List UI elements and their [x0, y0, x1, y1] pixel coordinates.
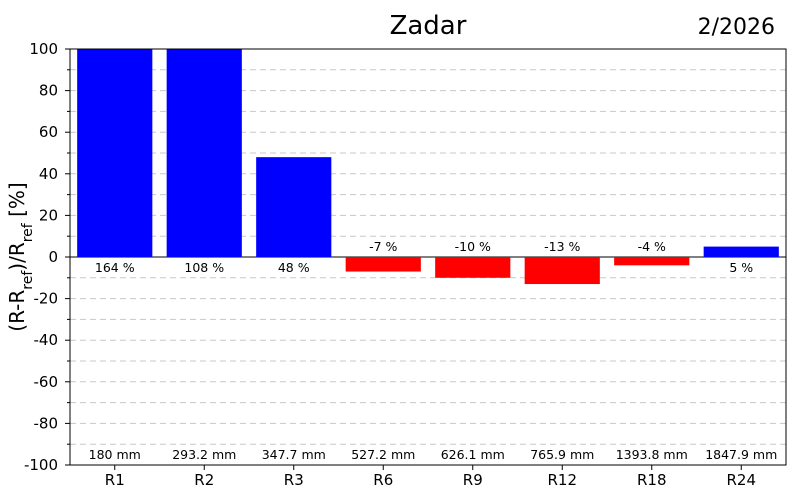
y-tick-label: -80	[34, 414, 59, 432]
y-tick-label: -100	[24, 456, 58, 474]
precip-label: 347.7 mm	[262, 447, 326, 462]
y-tick-label: 100	[29, 40, 58, 58]
value-label: 108 %	[184, 260, 224, 275]
x-tick-label-r12: R12	[547, 471, 577, 489]
value-label: 5 %	[729, 260, 753, 275]
bar-r18	[614, 257, 690, 266]
precip-label: 180 mm	[89, 447, 141, 462]
value-label: -13 %	[544, 239, 580, 254]
precip-label: 293.2 mm	[172, 447, 236, 462]
x-tick-label-r6: R6	[373, 471, 393, 489]
x-tick-label-r24: R24	[726, 471, 756, 489]
precip-label: 1393.8 mm	[616, 447, 688, 462]
value-label: -7 %	[369, 239, 397, 254]
y-tick-label: 60	[39, 123, 58, 141]
precip-label: 765.9 mm	[530, 447, 594, 462]
x-tick-label-r3: R3	[284, 471, 304, 489]
x-tick-label-r18: R18	[637, 471, 667, 489]
value-label: 164 %	[95, 260, 135, 275]
bar-r6	[345, 257, 421, 272]
value-label: -10 %	[455, 239, 491, 254]
y-tick-label: -20	[34, 290, 59, 308]
bar-r9	[435, 257, 511, 278]
y-tick-label: -60	[34, 373, 59, 391]
x-tick-label-r9: R9	[463, 471, 483, 489]
y-tick-label: 0	[48, 248, 58, 266]
bar-r24	[703, 246, 779, 257]
value-label: 48 %	[278, 260, 310, 275]
y-axis-ticks: 100 80 60 40 20 0 -20 -40 -60 -80 -100	[24, 40, 70, 474]
chart-title: Zadar	[390, 11, 467, 41]
y-tick-label: -40	[34, 331, 59, 349]
x-tick-label-r2: R2	[194, 471, 214, 489]
bar-r2	[166, 49, 242, 257]
y-axis-label: (R-Rref)/Rref [%]	[5, 182, 36, 331]
y-tick-label: 80	[39, 82, 58, 100]
plot-frame	[69, 48, 787, 466]
y-tick-label: 40	[39, 165, 58, 183]
precip-label: 1847.9 mm	[705, 447, 777, 462]
precip-label: 626.1 mm	[441, 447, 505, 462]
chart-period: 2/2026	[698, 15, 775, 40]
x-tick-label-r1: R1	[105, 471, 125, 489]
bar-r1	[77, 49, 153, 257]
precip-label: 527.2 mm	[351, 447, 415, 462]
x-axis-categories: R1 R2 R3 R6 R9 R12 R18 R24	[105, 465, 756, 489]
value-label: -4 %	[638, 239, 666, 254]
bar-r3	[256, 157, 332, 257]
y-tick-label: 20	[39, 206, 58, 224]
bars: 164 % 180 mm 108 % 293.2 mm 48 % 347.7 mm -7 %…	[70, 49, 786, 462]
bar-r12	[524, 257, 600, 285]
